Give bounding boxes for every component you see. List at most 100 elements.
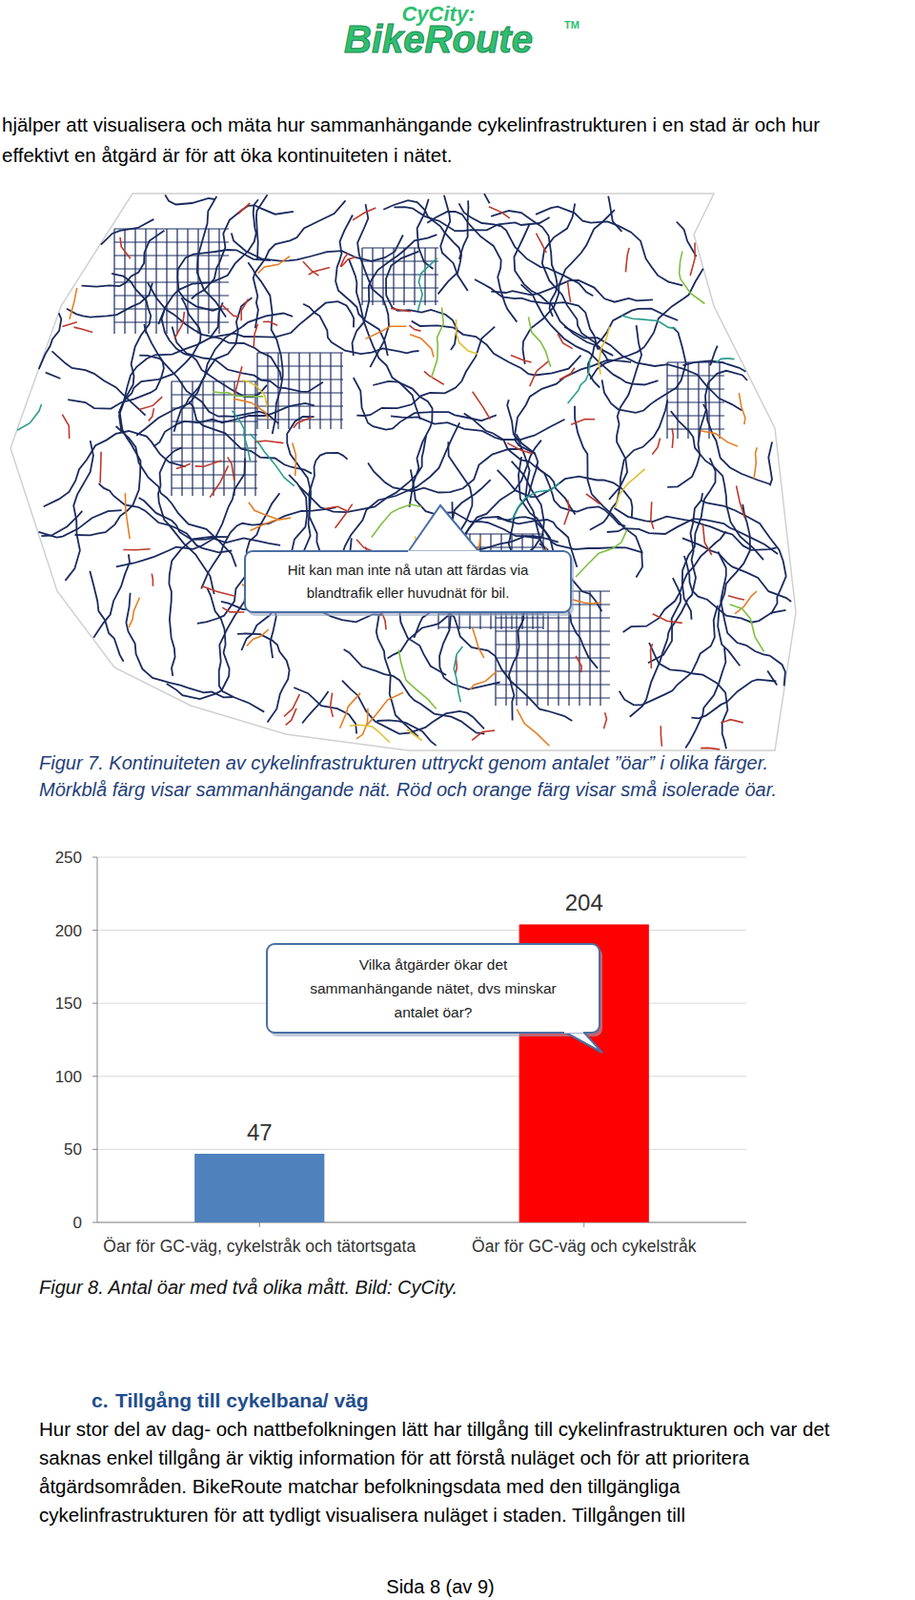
map-road <box>625 247 630 272</box>
map-road <box>700 747 720 750</box>
map-road <box>65 440 94 581</box>
tick-label: 200 <box>55 921 82 940</box>
category-tick <box>583 1221 585 1227</box>
paragraph-line: åtgärdsområden. BikeRoute matchar befolk… <box>39 1474 681 1497</box>
map-road <box>181 381 183 496</box>
map-road <box>417 258 437 311</box>
map-road <box>197 196 226 318</box>
map-road <box>619 605 718 705</box>
callout-join <box>564 1030 584 1034</box>
map-road <box>734 590 757 614</box>
map-road <box>202 381 204 496</box>
map-road <box>119 302 224 433</box>
map-road <box>144 228 146 334</box>
map-road <box>362 286 439 288</box>
tick-mark <box>92 856 98 858</box>
tick-mark <box>92 929 98 931</box>
map-road <box>676 222 697 258</box>
map-road <box>490 210 557 317</box>
map-road <box>340 692 362 729</box>
map-road <box>630 577 682 717</box>
map-road <box>528 316 550 366</box>
map-road <box>472 628 485 658</box>
map-road <box>170 381 172 496</box>
map-road <box>114 294 229 296</box>
map-road <box>690 243 695 276</box>
map-road <box>685 647 726 748</box>
y-axis <box>97 856 99 1222</box>
map-road <box>495 643 610 645</box>
map-road <box>302 691 329 724</box>
map-road <box>730 604 765 651</box>
callout-text: sammanhängande nätet, dvs minskar <box>309 979 556 997</box>
figure-caption: Figur 8. Antal öar med två olika mått. B… <box>39 1276 458 1298</box>
map-road <box>277 352 279 429</box>
map-road <box>456 319 479 355</box>
bar-chart: 05010015020025047Öar för GC-väg, cykelst… <box>55 848 747 1256</box>
map-road <box>598 326 610 375</box>
map-road <box>507 399 555 570</box>
map-road <box>736 485 746 518</box>
map-road <box>223 381 224 496</box>
map-road <box>176 463 191 468</box>
map-road <box>256 352 258 429</box>
map-road <box>738 392 746 425</box>
map-road <box>615 468 646 509</box>
map-road <box>174 311 184 339</box>
map-road <box>257 378 344 380</box>
page: CyCity:BikeRouteTMhjälper att visualiser… <box>0 0 915 1600</box>
map-road <box>578 590 580 706</box>
map-road <box>168 536 228 676</box>
map-road <box>472 391 491 420</box>
map-road <box>93 553 130 637</box>
map-road <box>238 203 250 215</box>
map-road <box>257 365 344 366</box>
map-road <box>222 304 240 317</box>
map-road <box>335 504 353 529</box>
callout-text: Vilka åtgärder ökar det <box>359 955 509 973</box>
logo-main: BikeRoute <box>344 18 533 61</box>
map-road <box>720 719 744 723</box>
map-road <box>303 261 320 276</box>
map-road <box>589 590 590 706</box>
map-road <box>697 362 699 439</box>
map-road <box>439 605 572 721</box>
map-road <box>101 219 155 245</box>
map-road <box>250 517 292 530</box>
map-road <box>648 492 703 663</box>
map-road <box>111 273 151 414</box>
map-road <box>703 404 772 485</box>
intro-line: hjälper att visualisera och mäta hur sam… <box>1 113 820 136</box>
map-road <box>257 391 344 393</box>
tick-label: 250 <box>55 848 82 867</box>
map-road <box>116 457 245 567</box>
map-road <box>253 324 258 347</box>
figure-caption: Figur 7. Kontinuiteten av cykelinfrastru… <box>39 752 769 773</box>
map-road <box>195 460 223 467</box>
tick-mark <box>92 1221 98 1223</box>
map-road <box>753 447 757 479</box>
category-label: Öar för GC-väg, cykelstråk och tätortsga… <box>102 1236 416 1256</box>
map-road <box>114 241 229 243</box>
map-road <box>728 595 745 600</box>
map-road <box>153 403 315 448</box>
map-road <box>335 215 388 357</box>
data-label: 204 <box>565 889 604 915</box>
map-road <box>74 326 94 332</box>
tick-label: 50 <box>63 1139 82 1159</box>
map-road <box>495 670 610 671</box>
map-road <box>507 443 533 455</box>
map-road <box>155 228 157 334</box>
map-road <box>667 427 725 429</box>
chart-callout: Vilka åtgärder ökar det sammanhängande nä… <box>266 943 603 1053</box>
map-road <box>469 671 497 690</box>
callout-tail <box>407 505 480 552</box>
map-road <box>116 426 237 567</box>
map-road <box>212 381 214 496</box>
map-road <box>246 629 269 647</box>
map-road <box>575 655 582 672</box>
map-road <box>222 607 244 612</box>
map-road <box>128 597 140 628</box>
map-road <box>575 529 628 577</box>
map-road <box>564 326 743 411</box>
